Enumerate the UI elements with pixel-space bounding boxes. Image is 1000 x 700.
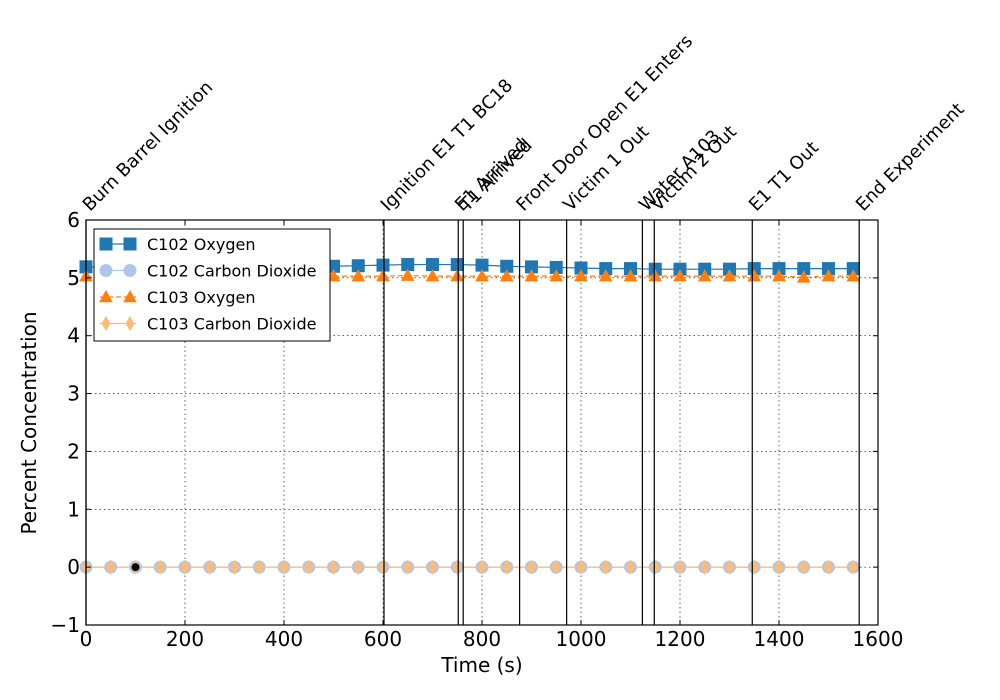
data-point [846, 269, 861, 282]
data-point [673, 269, 687, 282]
data-point [527, 559, 536, 575]
legend-marker [99, 289, 113, 303]
data-point [400, 268, 415, 281]
legend-item: C102 Carbon Dioxide [99, 262, 317, 281]
data-point [772, 269, 786, 282]
highlight-point [131, 563, 140, 572]
data-point [551, 559, 561, 575]
data-point [279, 559, 289, 575]
data-point [722, 269, 737, 282]
data-point [601, 559, 611, 575]
data-point [799, 559, 809, 575]
data-point [576, 559, 586, 575]
data-point [180, 559, 190, 575]
legend-label: C102 Oxygen [147, 235, 255, 254]
data-point [450, 269, 465, 282]
data-point [598, 269, 613, 282]
legend-marker [123, 237, 137, 251]
legend-item: C103 Oxygen [99, 288, 255, 307]
x-axis-label: Time (s) [440, 653, 522, 677]
x-tick-label: 400 [265, 627, 303, 651]
data-point [747, 269, 762, 282]
data-point [428, 559, 437, 575]
data-point [230, 559, 239, 575]
y-tick-label: 2 [67, 439, 80, 463]
data-point [796, 270, 811, 283]
data-point [403, 559, 413, 575]
data-point [824, 559, 833, 575]
x-tick-label: 800 [463, 627, 501, 651]
data-point [648, 269, 663, 282]
data-point [524, 269, 539, 282]
x-tick-label: 1400 [754, 627, 805, 651]
y-tick-label: −1 [51, 613, 80, 637]
series-c103-carbon-dioxide [81, 559, 858, 575]
data-point [499, 269, 514, 282]
event-label: Ignition E1 T1 BC18 [377, 75, 517, 215]
data-point [378, 559, 388, 575]
data-point [848, 559, 858, 575]
x-tick-label: 0 [80, 627, 93, 651]
data-point [477, 559, 487, 575]
data-point [821, 269, 836, 282]
event-label: End Experiment [852, 99, 969, 216]
y-tick-label: 6 [67, 208, 80, 232]
x-tick-label: 600 [364, 627, 402, 651]
data-point [700, 559, 710, 575]
data-point [574, 269, 588, 282]
legend-marker [99, 237, 113, 251]
x-tick-label: 1200 [655, 627, 706, 651]
x-tick-label: 1600 [853, 627, 904, 651]
y-tick-label: 3 [67, 382, 80, 406]
x-tick-label: 1000 [556, 627, 607, 651]
event-label: Victim 2 Out [647, 122, 741, 216]
data-point [452, 559, 462, 575]
y-tick-label: 4 [67, 324, 80, 348]
y-tick-label: 0 [67, 555, 80, 579]
legend-item: C102 Oxygen [99, 235, 255, 254]
data-point [106, 559, 116, 575]
event-label: E1 T1 Out [745, 137, 823, 215]
legend-item: C103 Carbon Dioxide [100, 315, 317, 334]
data-point [155, 559, 165, 575]
legend-marker [123, 289, 137, 303]
legend-label: C103 Carbon Dioxide [147, 315, 317, 334]
x-tick-label: 200 [166, 627, 204, 651]
data-point [697, 269, 712, 282]
data-point [549, 269, 564, 282]
data-point [450, 258, 464, 272]
data-point [650, 559, 660, 575]
data-point [502, 559, 512, 575]
legend-marker [99, 264, 113, 277]
data-point [205, 559, 215, 575]
data-point [725, 559, 734, 575]
data-point [353, 559, 363, 575]
data-point [774, 559, 784, 575]
data-point [351, 269, 366, 282]
legend-label: C103 Oxygen [147, 288, 255, 307]
legend-marker [123, 264, 137, 277]
data-point [425, 269, 440, 282]
y-axis-label: Percent Concentration [17, 311, 41, 534]
data-point [304, 559, 314, 575]
data-point [626, 559, 635, 575]
data-point [675, 559, 685, 575]
legend-label: C102 Carbon Dioxide [147, 262, 317, 281]
data-point [376, 269, 390, 282]
y-tick-label: 1 [67, 497, 80, 521]
legend-marker [101, 315, 111, 332]
data-point [329, 559, 338, 575]
data-point [475, 269, 489, 282]
event-label: Burn Barrel Ignition [79, 77, 217, 215]
y-tick-label: 5 [67, 266, 80, 290]
legend: C102 Oxygen C102 Carbon Dioxide C103 Oxyge… [93, 228, 331, 342]
data-point [254, 559, 264, 575]
legend-marker [125, 315, 135, 332]
data-point [426, 258, 439, 272]
data-point [623, 269, 638, 282]
